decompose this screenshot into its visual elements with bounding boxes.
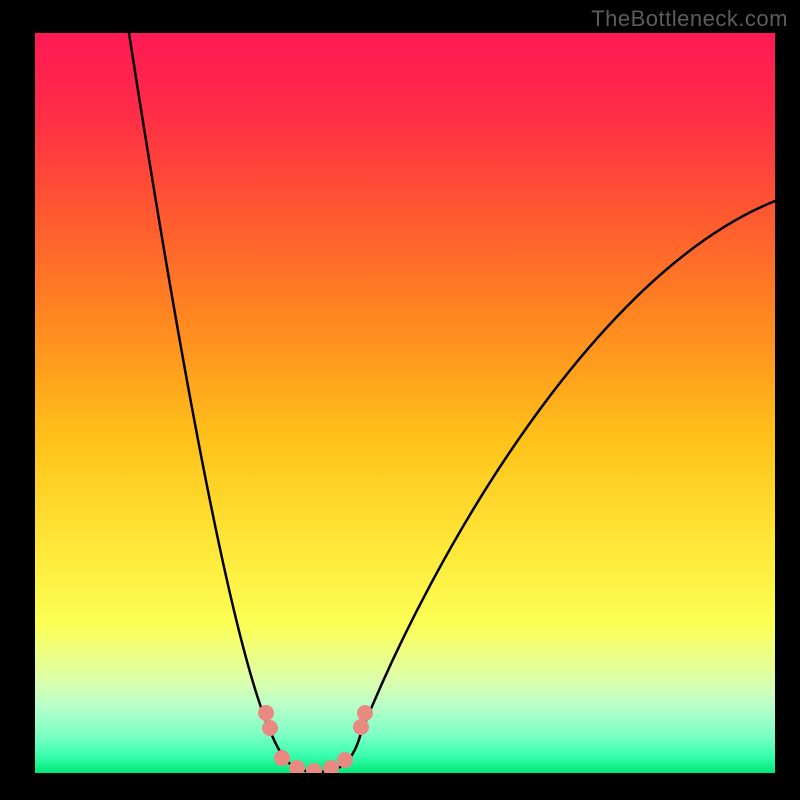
valley-marker xyxy=(274,750,290,766)
valley-marker xyxy=(258,705,274,721)
chart-stage: TheBottleneck.com xyxy=(0,0,800,800)
valley-marker xyxy=(357,705,373,721)
valley-marker xyxy=(289,760,305,773)
valley-marker xyxy=(262,720,278,736)
valley-marker xyxy=(306,763,322,773)
plot-area xyxy=(35,33,775,773)
valley-marker xyxy=(323,760,339,773)
valley-marker xyxy=(353,719,369,735)
watermark-text: TheBottleneck.com xyxy=(591,6,788,32)
bottleneck-curve xyxy=(35,33,775,773)
valley-marker xyxy=(337,752,353,768)
